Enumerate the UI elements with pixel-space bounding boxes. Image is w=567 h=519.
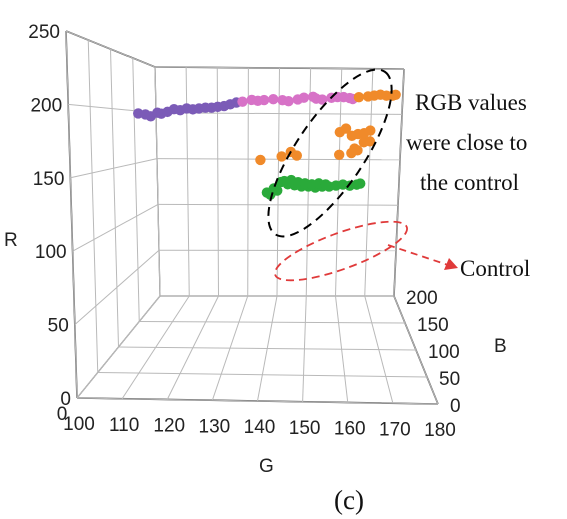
control-arrow	[387, 244, 449, 266]
data-points	[133, 89, 401, 200]
left-wall-gridline	[154, 66, 161, 297]
back-wall-gridline	[157, 203, 399, 206]
left-wall-gridline	[110, 48, 119, 348]
x-tick-label: 170	[379, 419, 411, 440]
data-point	[340, 123, 352, 134]
z-tick-label: 150	[33, 169, 65, 190]
z-tick-label: 250	[28, 22, 60, 43]
data-point	[255, 154, 266, 166]
floor-gridline	[97, 372, 428, 378]
data-point	[364, 136, 376, 147]
data-point	[320, 179, 331, 190]
annotation-control: Control	[387, 244, 530, 281]
annotation-control-text: Control	[460, 256, 530, 281]
left-wall-gridline	[132, 57, 140, 322]
y-tick-label: 0	[450, 396, 461, 417]
back-wall-gridline	[393, 68, 405, 297]
data-point	[279, 175, 290, 187]
data-point	[365, 125, 376, 136]
y-tick-label: 100	[428, 342, 460, 363]
control-ellipse	[274, 220, 408, 282]
y-tick-label: 150	[417, 315, 449, 336]
control-arrowhead-icon	[444, 258, 458, 270]
floor-gridline	[76, 397, 439, 405]
annotation-close-to-control: RGB values were close to the control	[406, 90, 527, 195]
left-wall-gridline	[70, 158, 158, 179]
z-tick-label: 200	[30, 95, 62, 116]
x-tick-label: 120	[153, 416, 185, 437]
data-point	[390, 89, 401, 101]
data-point	[283, 95, 294, 107]
data-point	[268, 94, 279, 105]
z-tick-label: 100	[35, 242, 67, 263]
data-point	[353, 92, 365, 103]
data-point	[276, 151, 287, 162]
z-tick-label: 50	[48, 316, 69, 337]
annotation-line-3: the control	[420, 170, 519, 195]
data-point	[298, 92, 310, 103]
left-wall-gridline	[74, 249, 160, 325]
x-tick-label: 110	[109, 415, 139, 436]
x-tick-label: 130	[199, 416, 231, 437]
tick-labels: 100 110 120 130 140 150 160 170 180 0 50 100 150 200 0…	[28, 22, 460, 441]
annotation-line-1: RGB values	[415, 90, 527, 115]
z-axis-label: R	[4, 230, 18, 251]
data-point	[334, 149, 345, 160]
data-point	[291, 150, 303, 161]
origin-tick-label: 0	[57, 404, 68, 425]
back-wall-gridline	[247, 67, 249, 297]
data-point	[258, 94, 270, 106]
y-tick-label: 200	[406, 288, 438, 309]
data-point	[317, 94, 328, 105]
y-tick-label: 50	[439, 369, 460, 390]
x-tick-label: 100	[63, 414, 95, 435]
left-wall-gridline	[65, 30, 78, 399]
data-point	[346, 130, 358, 142]
x-tick-label: 160	[334, 419, 366, 440]
x-tick-label: 140	[244, 417, 276, 438]
data-point	[346, 147, 357, 159]
left-wall-gridline	[65, 30, 156, 68]
left-wall-gridline	[87, 39, 99, 373]
x-axis-label: G	[259, 456, 274, 477]
data-point	[265, 189, 276, 200]
x-tick-label: 150	[289, 418, 321, 439]
x-tick-label: 180	[424, 420, 456, 441]
panel-label: (c)	[334, 485, 364, 515]
floor-gridline	[118, 346, 417, 351]
annotation-ellipses	[267, 68, 408, 282]
floor-gridline	[139, 321, 406, 324]
cluster-ellipse	[267, 68, 393, 238]
left-wall-gridline	[76, 295, 161, 399]
back-wall-gridline	[364, 68, 374, 297]
z-tick-label: 0	[60, 389, 71, 410]
grid	[65, 30, 439, 405]
back-wall-gridline	[154, 66, 405, 70]
y-axis-label: B	[494, 336, 507, 357]
left-wall-gridline	[72, 203, 159, 252]
back-wall-gridline	[185, 67, 190, 297]
data-point	[237, 96, 248, 107]
annotation-line-2: were close to	[406, 130, 527, 155]
data-point	[355, 178, 366, 189]
